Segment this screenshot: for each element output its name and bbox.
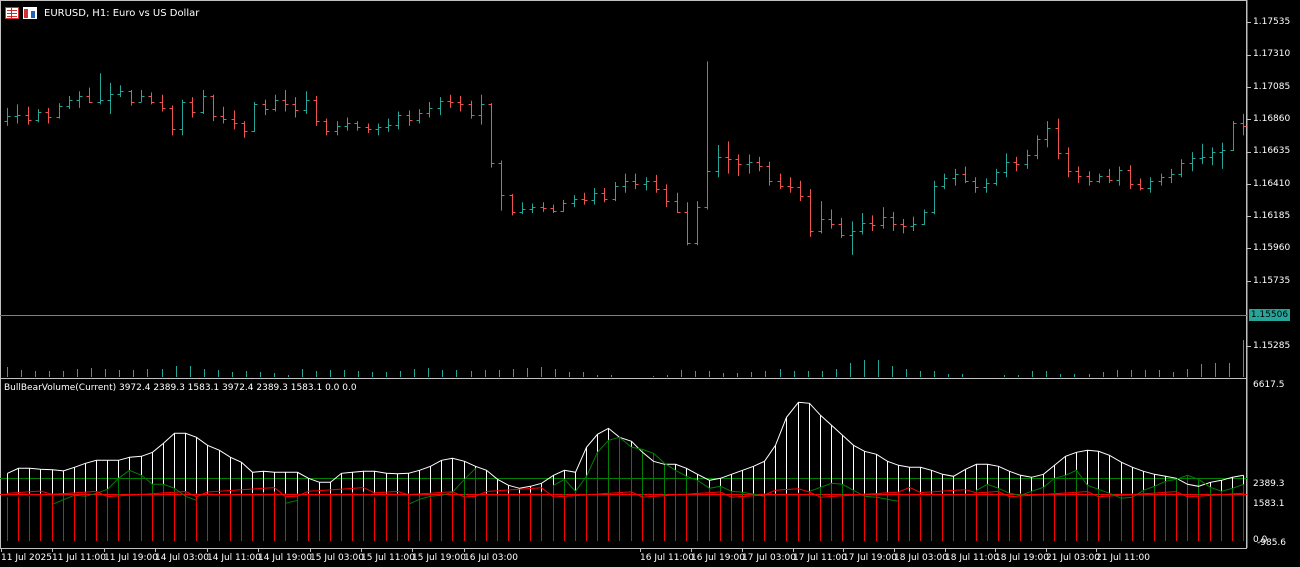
price-axis-label: 1.17310 [1253, 49, 1291, 59]
list-icon[interactable] [5, 7, 19, 19]
chart-icon[interactable] [23, 7, 37, 19]
chart-title-bar: EURUSD, H1: Euro vs US Dollar [5, 5, 199, 21]
indicator-axis-min: -985.6 [1257, 538, 1287, 548]
indicator-axis-upper-level: 2389.3 [1253, 479, 1285, 489]
price-axis-label: 1.16185 [1253, 211, 1291, 221]
price-axis-label: 1.15960 [1253, 243, 1291, 253]
time-axis-label: 11 Jul 19:00 [104, 553, 158, 563]
symbol-title: EURUSD, H1: Euro vs US Dollar [44, 7, 200, 19]
time-axis-label: 14 Jul 19:00 [258, 553, 312, 563]
current-price-tag: 1.15506 [1249, 309, 1290, 321]
time-axis-label: 15 Jul 03:00 [310, 553, 364, 563]
time-axis-label: 17 Jul 03:00 [742, 553, 796, 563]
time-axis-label: 16 Jul 11:00 [640, 553, 694, 563]
time-axis-label: 14 Jul 11:00 [207, 553, 261, 563]
time-axis-label: 18 Jul 03:00 [894, 553, 948, 563]
time-axis-label: 21 Jul 03:00 [1046, 553, 1100, 563]
time-axis-label: 16 Jul 19:00 [691, 553, 745, 563]
indicator-axis-lower-level: 1583.1 [1253, 499, 1285, 509]
indicator-label[interactable]: BullBearVolume(Current) 3972.4 2389.3 15… [4, 383, 357, 393]
indicator-axis-max: 6617.5 [1253, 380, 1285, 390]
time-axis-label: 18 Jul 11:00 [945, 553, 999, 563]
pane-separator[interactable] [0, 378, 1247, 379]
time-axis-label: 15 Jul 11:00 [361, 553, 415, 563]
time-axis-label: 18 Jul 19:00 [995, 553, 1049, 563]
time-axis-label: 17 Jul 19:00 [843, 553, 897, 563]
price-axis-label: 1.16410 [1253, 179, 1291, 189]
price-axis-label: 1.17085 [1253, 82, 1291, 92]
price-axis-label: 1.15735 [1253, 276, 1291, 286]
time-axis-label: 14 Jul 03:00 [155, 553, 209, 563]
time-axis-label: 16 Jul 03:00 [464, 553, 518, 563]
time-axis-label: 11 Jul 11:00 [52, 553, 106, 563]
price-axis-label: 1.16635 [1253, 146, 1291, 156]
time-axis-label: 15 Jul 19:00 [412, 553, 466, 563]
price-axis-label: 1.17535 [1253, 17, 1291, 27]
time-axis-label: 17 Jul 11:00 [793, 553, 847, 563]
time-axis-label: 11 Jul 2025 [1, 553, 52, 563]
price-axis-label: 1.15285 [1253, 341, 1291, 351]
price-axis-label: 1.16860 [1253, 114, 1291, 124]
time-axis-label: 21 Jul 11:00 [1096, 553, 1150, 563]
indicator-axis-zero: 0.0 [1253, 535, 1268, 545]
